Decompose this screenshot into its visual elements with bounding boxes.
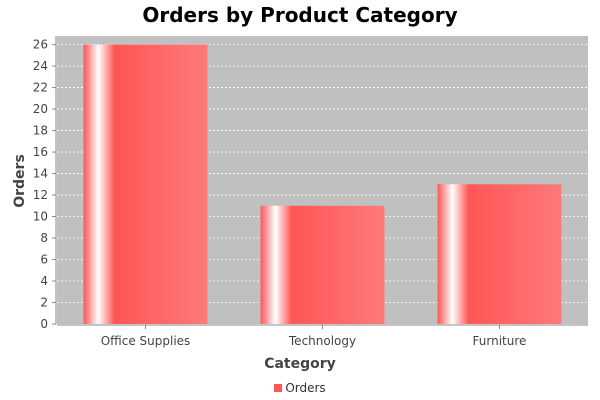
y-tick-label: 14 [33,167,48,181]
y-tick-label: 20 [33,102,48,116]
y-tick-label: 0 [40,317,48,331]
y-tick-label: 4 [40,274,48,288]
y-tick-label: 16 [33,145,48,159]
y-tick-label: 6 [40,253,48,267]
chart-title: Orders by Product Category [142,3,458,27]
y-axis-label: Orders [12,154,28,208]
x-tick-label: Office Supplies [101,334,191,348]
legend-label: Orders [285,381,326,395]
y-tick-label: 10 [33,210,48,224]
y-tick-label: 8 [40,231,48,245]
bar-office-supplies [83,44,208,324]
bars [83,44,562,324]
y-tick-label: 24 [33,59,48,73]
legend-swatch [274,384,283,392]
y-tick-label: 2 [40,296,48,310]
y-tick-label: 12 [33,188,48,202]
x-tick-labels: Office Supplies Technology Furniture [101,325,527,348]
bar-furniture [437,184,562,324]
x-axis-label: Category [264,356,336,372]
bar-technology [260,205,385,324]
legend: Orders [0,381,600,395]
x-tick-label: Technology [288,334,356,348]
x-tick-label: Furniture [473,334,527,348]
y-tick-label: 26 [33,38,48,52]
y-tick-label: 18 [33,124,48,138]
y-tick-label: 22 [33,81,48,95]
